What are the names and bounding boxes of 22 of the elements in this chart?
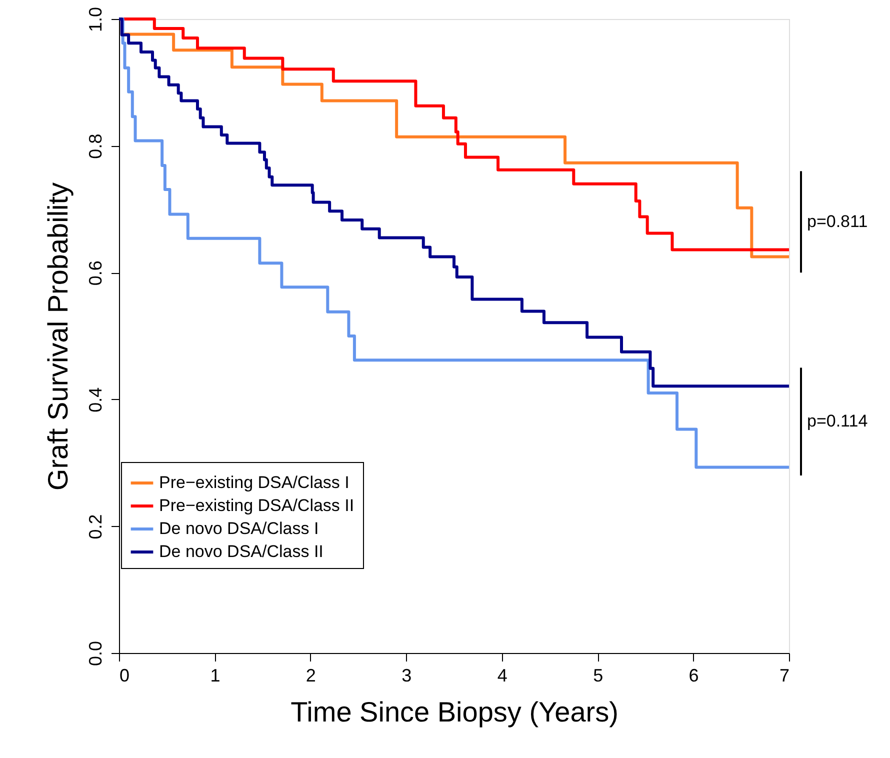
text: p=0.114 — [807, 412, 868, 431]
y-tick-label: 0.0 — [86, 640, 106, 666]
x-tick-label: 2 — [306, 666, 316, 686]
x-axis-title: Time Since Biopsy (Years) — [290, 696, 618, 728]
text: p=0.811 — [807, 212, 868, 231]
legend-label: De novo DSA/Class I — [159, 519, 319, 538]
y-axis-title: Graft Survival Probability — [42, 182, 74, 491]
x-tick-label: 7 — [779, 666, 790, 686]
y-tick-label: 0.4 — [86, 387, 106, 412]
y-tick-label: 0.8 — [86, 134, 106, 159]
legend-label: Pre−existing DSA/Class I — [159, 473, 350, 492]
y-tick-label: 0.6 — [86, 260, 106, 286]
x-tick-label: 5 — [593, 666, 604, 686]
x-tick-label: 4 — [497, 666, 508, 686]
x-tick-label: 1 — [210, 666, 220, 686]
x-tick-label: 3 — [402, 666, 412, 686]
y-tick-label: 0.2 — [86, 514, 106, 540]
y-tick-label: 1.0 — [86, 6, 106, 32]
x-tick-label: 6 — [688, 666, 699, 686]
legend-label: Pre−existing DSA/Class II — [159, 496, 354, 515]
legend-label: De novo DSA/Class II — [159, 542, 324, 561]
x-tick-label: 0 — [120, 666, 130, 686]
